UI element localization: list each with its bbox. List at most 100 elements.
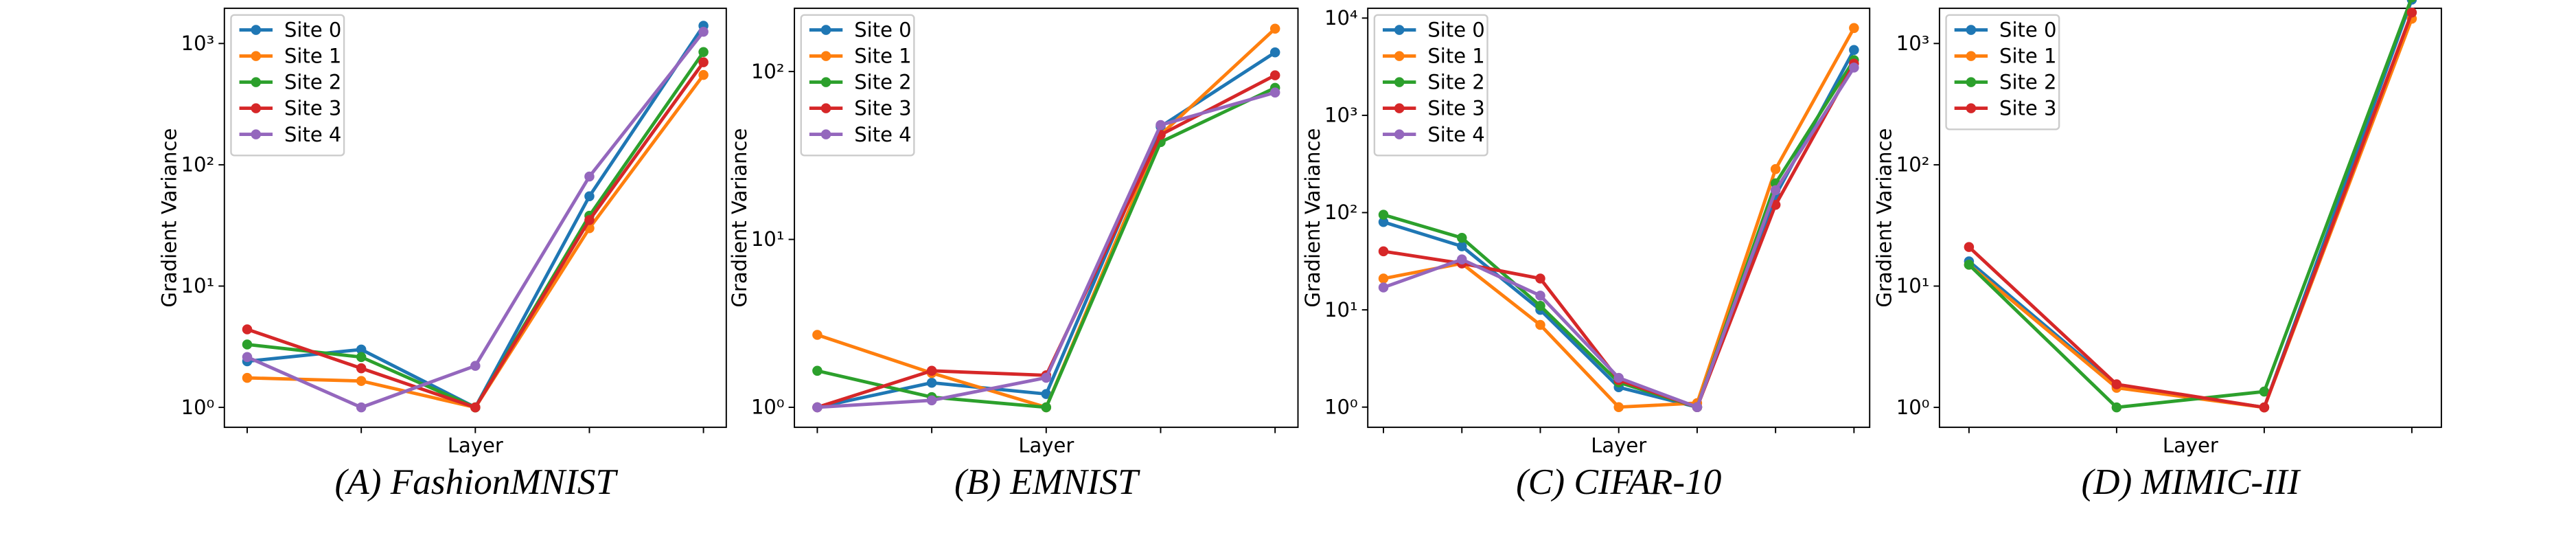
y-tick-label: 10⁰ (1324, 395, 1358, 418)
legend-marker (820, 77, 831, 87)
y-tick-label: 10² (1896, 153, 1930, 177)
data-point (242, 352, 253, 363)
legend-marker (251, 51, 262, 61)
data-point (2111, 402, 2122, 413)
legend-box (800, 14, 915, 157)
y-tick-label: 10¹ (751, 227, 785, 251)
data-point (1378, 282, 1389, 293)
legend-label: Site 2 (284, 71, 341, 94)
y-tick-label: 10⁴ (1324, 6, 1358, 30)
y-tick-label: 10⁰ (1896, 396, 1930, 419)
data-point (812, 330, 823, 340)
data-point (1849, 45, 1859, 56)
legend-marker (1966, 103, 1977, 113)
data-point (2111, 379, 2122, 389)
legend-marker (251, 25, 262, 35)
data-point (698, 57, 709, 67)
legend-marker (1394, 103, 1405, 113)
legend-label: Site 3 (1427, 97, 1484, 120)
data-point (1269, 87, 1280, 98)
data-point (1770, 163, 1781, 174)
legend-label: Site 3 (1999, 97, 2056, 120)
data-point (356, 402, 367, 413)
legend-marker (251, 129, 262, 139)
legend-marker (820, 129, 831, 139)
data-point (1456, 241, 1467, 251)
legend-label: Site 2 (854, 71, 911, 94)
legend-label: Site 0 (284, 19, 341, 42)
data-point (1269, 23, 1280, 34)
data-point (1770, 185, 1781, 196)
legend-label: Site 1 (1999, 45, 2056, 68)
legend-marker (1394, 51, 1405, 61)
data-point (1378, 209, 1389, 220)
y-axis-label: Gradient Variance (728, 128, 751, 308)
data-point (1269, 47, 1280, 58)
data-point (356, 376, 367, 386)
x-axis-label: Layer (1591, 433, 1646, 457)
data-point (1378, 273, 1389, 284)
data-point (698, 47, 709, 58)
data-point (242, 324, 253, 335)
legend-marker (820, 103, 831, 113)
caption: (C) CIFAR-10 (1516, 462, 1721, 502)
series-line (1968, 0, 2413, 409)
x-axis-label: Layer (1018, 433, 1074, 457)
data-point (1849, 63, 1859, 73)
data-point (1613, 372, 1624, 383)
y-tick-label: 10¹ (1324, 298, 1358, 321)
data-point (812, 365, 823, 376)
legend-label: Site 3 (854, 97, 911, 120)
x-axis-label: Layer (2163, 433, 2218, 457)
y-tick-label: 10¹ (1896, 274, 1930, 297)
subplot: 10⁰ 10¹ 10² Layer Gradient Variance (B) EMNIS… (728, 8, 1299, 502)
data-point (1041, 372, 1052, 383)
data-point (1456, 254, 1467, 264)
legend-label: Site 2 (1427, 71, 1484, 94)
legend-label: Site 1 (284, 45, 341, 68)
legend-marker (820, 51, 831, 61)
data-point (584, 191, 595, 202)
legend-marker (1394, 77, 1405, 87)
legend-label: Site 1 (854, 45, 911, 68)
plot-area (1938, 8, 2442, 429)
legend-marker (1966, 25, 1977, 35)
legend-marker (1966, 77, 1977, 87)
data-point (1770, 200, 1781, 210)
data-point (2259, 402, 2270, 413)
data-point (1378, 246, 1389, 257)
caption: (B) EMNIST (954, 462, 1140, 502)
data-point (356, 352, 367, 363)
data-point (926, 365, 937, 376)
y-tick-label: 10⁰ (751, 396, 785, 419)
data-point (2259, 386, 2270, 397)
data-point (698, 26, 709, 37)
y-axis-label: Gradient Variance (1301, 128, 1324, 308)
data-point (470, 402, 481, 413)
data-point (1378, 216, 1389, 227)
data-point (470, 361, 481, 371)
y-tick-label: 10² (1324, 201, 1358, 224)
data-point (1535, 291, 1545, 301)
data-point (1456, 233, 1467, 243)
legend-label: Site 4 (854, 123, 911, 146)
subplot: 10⁰ 10¹ 10² 10³ Layer Gradient Variance (A) Fa… (158, 8, 727, 502)
legend-marker (820, 25, 831, 35)
data-point (1692, 402, 1703, 412)
y-tick-label: 10³ (1324, 104, 1358, 127)
data-point (2406, 7, 2417, 18)
data-point (1964, 242, 1975, 252)
legend-marker (1394, 129, 1405, 139)
y-tick-label: 10³ (181, 32, 215, 55)
data-point (242, 339, 253, 350)
data-point (1613, 402, 1624, 412)
legend-marker (1966, 51, 1977, 61)
data-point (1535, 300, 1545, 311)
data-point (812, 402, 823, 413)
data-point (1964, 260, 1975, 270)
legend-box (1373, 14, 1488, 157)
data-point (584, 171, 595, 182)
y-axis-label: Gradient Variance (158, 128, 181, 308)
